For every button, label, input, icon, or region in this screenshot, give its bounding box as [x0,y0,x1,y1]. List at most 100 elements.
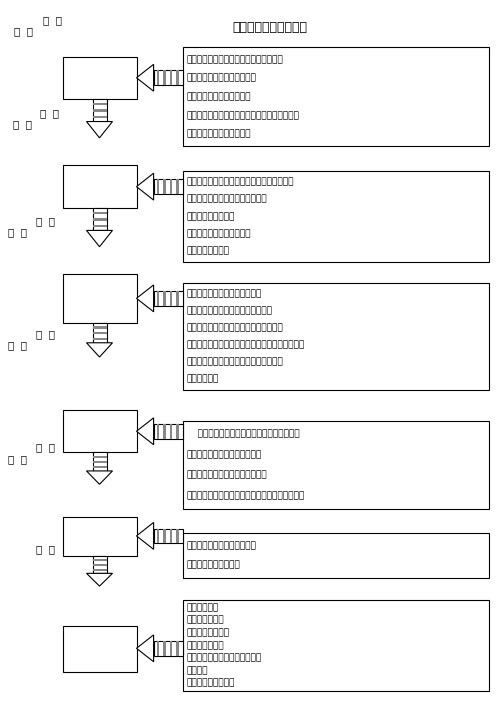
Bar [62,274,136,323]
Text: 冬季施工措施: 冬季施工措施 [186,375,219,384]
Text: 保  护: 保 护 [8,340,27,350]
Text: 技术、安全交底: 技术、安全交底 [186,616,224,625]
Text: 混凝土七天强度报告、拆模记录: 混凝土七天强度报告、拆模记录 [186,653,262,662]
Bar [163,180,166,194]
Text: 模板设计记录: 模板设计记录 [186,603,219,612]
Bar [176,71,178,85]
Bar [157,291,160,305]
Polygon shape [136,285,154,312]
Bar [92,99,106,122]
Polygon shape [136,635,154,662]
Text: 进行材料、工具、人员准备: 进行材料、工具、人员准备 [186,93,251,101]
Bar [170,424,172,438]
Bar [176,641,178,655]
Bar [92,327,106,329]
Text: 检验不合格时即时返工: 检验不合格时即时返工 [186,561,240,570]
Bar [170,291,172,305]
Text: 按工程质量检验标准验收质量: 按工程质量检验标准验收质量 [186,541,256,550]
Bar [92,103,106,105]
Text: 支模、拆模方案: 支模、拆模方案 [186,641,224,650]
Text: 对模板的垂直度、平整度进行检查、校正: 对模板的垂直度、平整度进行检查、校正 [186,324,283,332]
Text: 质  量: 质 量 [36,544,54,554]
Bar [92,225,106,227]
Bar [182,533,488,578]
Text: 拆模时不得损伤模板及混凝土边角: 拆模时不得损伤模板及混凝土边角 [186,471,267,479]
Bar [157,71,160,85]
Bar [157,180,160,194]
Bar [157,424,160,438]
Polygon shape [86,573,113,586]
Polygon shape [86,122,113,138]
Text: 准  备: 准 备 [43,16,62,25]
Bar [92,559,106,561]
Bar [154,424,182,438]
Bar [154,291,182,305]
Polygon shape [136,522,154,549]
Bar [92,563,106,566]
Bar [92,116,106,118]
Text: 分项工程检查记录: 分项工程检查记录 [186,629,230,638]
Bar [92,452,106,471]
Text: 质量、安全检查记录: 质量、安全检查记录 [186,679,235,688]
Bar [62,626,136,672]
Bar [62,517,136,556]
Text: 模板拼装牢固、支撑稳固、拼缝严密: 模板拼装牢固、支撑稳固、拼缝严密 [186,306,272,315]
Bar [92,466,106,468]
Text: 进行质量策划，编制施工方案，绘制节点大样: 进行质量策划，编制施工方案，绘制节点大样 [186,177,294,187]
Text: 拆模后整齐堆放，设人进行除锈、修理、涂脱模剂: 拆模后整齐堆放，设人进行除锈、修理、涂脱模剂 [186,491,305,500]
Bar [92,218,106,221]
Polygon shape [136,418,154,445]
Bar [92,332,106,334]
Text: 检查模板质量是否符合要求: 检查模板质量是否符合要求 [186,129,251,139]
Bar [163,71,166,85]
Bar [176,424,178,438]
Bar [62,165,136,208]
Text: 技  术: 技 术 [40,108,60,118]
Bar [170,641,172,655]
Text: 组织质量意识及操作安全技术培训: 组织质量意识及操作安全技术培训 [186,194,267,204]
Text: 工  作: 工 作 [14,26,34,36]
Bar [154,641,182,655]
Text: 检查操作环境：基层找平、地基夯实、架子稳固: 检查操作环境：基层找平、地基夯实、架子稳固 [186,111,300,120]
Bar [182,421,488,509]
Text: 根据混凝土七天强度报告确定底拆除时间: 根据混凝土七天强度报告确定底拆除时间 [186,358,283,367]
Text: 质  量: 质 量 [36,443,54,452]
Bar [182,47,488,146]
Bar [92,569,106,571]
Bar [157,529,160,543]
Polygon shape [86,343,113,357]
Bar [157,641,160,655]
Bar [154,529,182,543]
Bar [154,180,182,194]
Bar [170,71,172,85]
Bar [163,529,166,543]
Text: 评  定: 评 定 [8,454,27,464]
Text: 根据图纸和规范进行模板设计: 根据图纸和规范进行模板设计 [186,74,256,83]
Bar [163,291,166,305]
Bar [62,410,136,452]
Text: 认真落实、监督、执行操作规程: 认真落实、监督、执行操作规程 [186,289,262,298]
Text: 施  工: 施 工 [36,216,54,226]
Text: 施工日志: 施工日志 [186,666,208,675]
Bar [92,338,106,340]
Text: 交  底: 交 底 [13,119,32,129]
Polygon shape [136,64,154,91]
Text: 组织工程质量安全技术交底: 组织工程质量安全技术交底 [186,229,251,238]
Text: 上道序弊病的补救: 上道序弊病的补救 [186,246,230,255]
Bar [182,171,488,262]
Polygon shape [86,471,113,484]
Polygon shape [86,230,113,247]
Bar [170,180,172,194]
Text: 模板吊运时轻举轻放，不得碰撞使模板变形: 模板吊运时轻举轻放，不得碰撞使模板变形 [186,430,300,438]
Bar [182,600,488,691]
Bar [92,323,106,343]
Bar [182,283,488,390]
Bar [92,556,106,573]
Bar [62,57,136,99]
Text: 模板工程质量控制流程: 模板工程质量控制流程 [232,21,308,34]
Text: 在混凝土施工中设看模人员配合: 在混凝土施工中设看模人员配合 [186,450,262,459]
Bar [154,71,182,85]
Text: 过  程: 过 程 [8,228,27,238]
Bar [92,208,106,230]
Bar [176,180,178,194]
